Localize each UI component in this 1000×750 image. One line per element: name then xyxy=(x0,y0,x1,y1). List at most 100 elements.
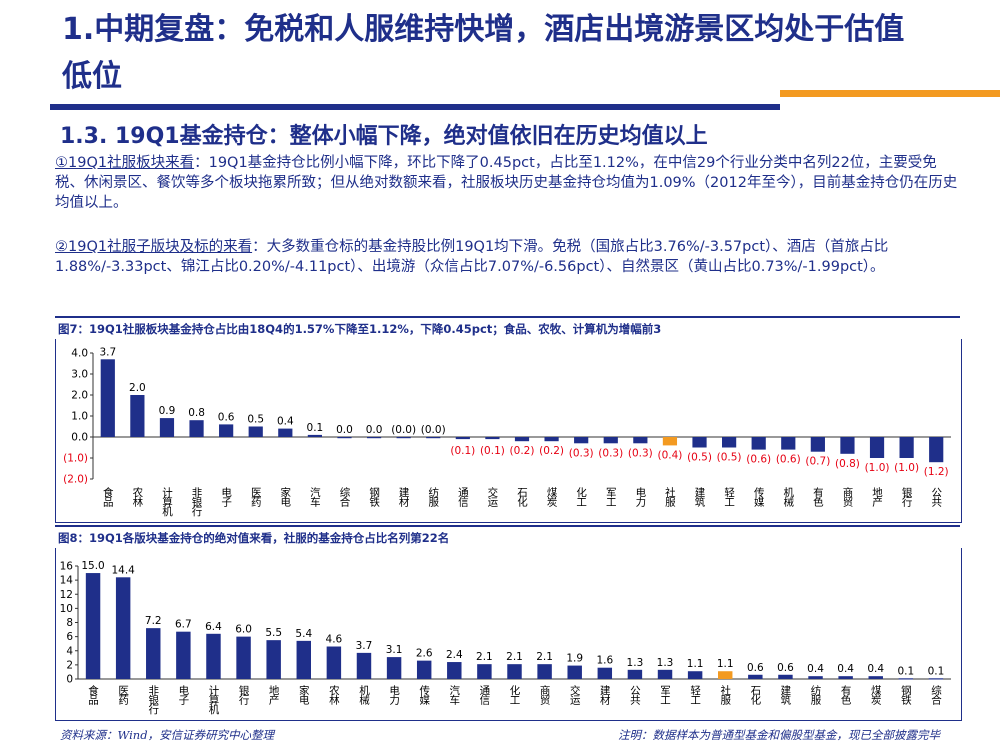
bar-1 xyxy=(100,359,115,437)
bar-23 xyxy=(748,674,763,679)
data-label: 2.1 xyxy=(506,651,523,663)
y-tick-label: 2.0 xyxy=(71,390,88,402)
figure-8-rule xyxy=(55,525,960,527)
paragraph-body: ：大多数重仓标的基金持股比例19Q1均下滑。免税（国旅占比3.76%/-3.57… xyxy=(55,239,889,275)
data-label: 7.2 xyxy=(145,615,162,627)
category-label: 公共 xyxy=(930,487,942,508)
data-label: 14.4 xyxy=(111,564,135,576)
y-tick-label: 1.0 xyxy=(71,411,88,423)
data-label: (0.8) xyxy=(835,458,860,470)
category-label: 综合 xyxy=(930,684,942,706)
y-tick-label: (2.0) xyxy=(63,474,88,486)
bar-21 xyxy=(687,671,703,679)
data-label: 1.1 xyxy=(687,658,704,670)
y-tick-label: 3.0 xyxy=(71,369,88,381)
category-label: 传媒 xyxy=(753,487,765,508)
bar-29 xyxy=(928,678,944,680)
bar-12 xyxy=(416,660,432,679)
bar-24 xyxy=(778,674,793,679)
data-label: (0.2) xyxy=(510,445,535,457)
bar-13 xyxy=(447,662,462,679)
data-label: 0.1 xyxy=(928,665,945,677)
figure-8-caption: 图8：19Q1各版块基金持仓的绝对值来看，社服的基金持仓占比名列第22名 xyxy=(58,531,450,545)
y-tick-label: 4.0 xyxy=(71,348,88,360)
category-label: 纺服 xyxy=(810,684,822,706)
data-label: 1.6 xyxy=(596,655,613,667)
data-label: 2.1 xyxy=(536,651,553,663)
data-label: 0.0 xyxy=(366,424,383,436)
category-label: 家电 xyxy=(298,684,310,705)
category-label: 商贸 xyxy=(539,684,551,706)
paragraph-lead: ②19Q1社服子版块及标的来看 xyxy=(55,239,253,255)
category-label: 军工 xyxy=(605,487,617,506)
bar-16 xyxy=(537,664,552,679)
title-rule xyxy=(50,104,780,110)
category-label: 钢铁 xyxy=(368,486,380,508)
data-label: 3.7 xyxy=(99,346,116,358)
bar-22 xyxy=(717,671,733,679)
bar-6 xyxy=(248,426,263,437)
bar-26 xyxy=(840,437,855,454)
bar-8 xyxy=(296,640,312,679)
bar-17 xyxy=(567,665,582,679)
bar-20 xyxy=(662,437,678,446)
y-tick-label: 0 xyxy=(66,674,73,686)
bar-29 xyxy=(929,437,944,463)
bar-4 xyxy=(176,631,191,679)
bar-18 xyxy=(597,667,613,679)
data-label: 0.5 xyxy=(247,414,264,426)
category-label: 石化 xyxy=(749,685,761,706)
paragraph-body: ：19Q1基金持仓比例小幅下降，环比下降了0.45pct，占比至1.12%，在中… xyxy=(55,155,958,211)
bar-12 xyxy=(426,437,441,439)
category-label: 有色 xyxy=(840,684,852,705)
bar-6 xyxy=(236,636,251,679)
bar-5 xyxy=(206,633,221,679)
sample-note: 注明：数据样本为普通型基金和偏股型基金，现已全部披露完毕 xyxy=(618,728,940,742)
data-label: (0.6) xyxy=(776,454,801,466)
category-label: 非银行 xyxy=(147,685,159,715)
bar-21 xyxy=(692,437,707,448)
bar-26 xyxy=(838,676,853,679)
bar-25 xyxy=(808,676,823,679)
data-label: (1.2) xyxy=(924,466,949,478)
category-label: 计算机 xyxy=(207,684,219,715)
data-label: 0.1 xyxy=(307,422,324,434)
section-subtitle: 1.3. 19Q1基金持仓：整体小幅下降，绝对值依旧在历史均值以上 xyxy=(60,124,708,149)
category-label: 轻工 xyxy=(689,684,701,704)
category-label: 机械 xyxy=(782,486,794,508)
category-label: 地产 xyxy=(268,684,280,706)
data-label: 1.3 xyxy=(627,657,644,669)
bar-2 xyxy=(130,395,145,437)
data-label: 15.0 xyxy=(81,560,104,572)
bar-11 xyxy=(396,437,411,439)
paragraph-lead: ①19Q1社服板块来看 xyxy=(55,155,195,171)
category-label: 农林 xyxy=(328,684,340,706)
category-label: 石化 xyxy=(516,487,528,508)
data-label: 0.4 xyxy=(807,663,824,675)
bar-7 xyxy=(278,428,293,437)
category-label: 建筑 xyxy=(694,486,706,507)
category-label: 汽车 xyxy=(448,684,460,706)
bar-4 xyxy=(189,420,204,437)
y-tick-label: 16 xyxy=(60,561,74,573)
bar-27 xyxy=(869,437,885,458)
category-label: 传媒 xyxy=(418,685,430,706)
y-tick-label: 10 xyxy=(60,603,73,615)
category-label: 有色 xyxy=(812,486,824,507)
data-label: 1.3 xyxy=(657,657,674,669)
y-tick-label: 8 xyxy=(66,617,73,629)
bar-9 xyxy=(326,646,342,679)
data-label: 2.0 xyxy=(129,382,146,394)
data-label: (0.5) xyxy=(687,452,712,464)
bar-24 xyxy=(781,437,796,450)
bar-9 xyxy=(337,437,352,439)
category-label: 通信 xyxy=(478,685,490,706)
category-label: 煤炭 xyxy=(546,486,558,508)
data-label: 0.6 xyxy=(747,662,764,674)
bar-19 xyxy=(627,669,643,679)
data-label: 2.4 xyxy=(446,649,463,661)
bar-23 xyxy=(751,437,766,450)
data-label: (1.0) xyxy=(894,462,919,474)
data-label: (0.7) xyxy=(805,456,830,468)
data-label: 0.0 xyxy=(336,424,353,436)
